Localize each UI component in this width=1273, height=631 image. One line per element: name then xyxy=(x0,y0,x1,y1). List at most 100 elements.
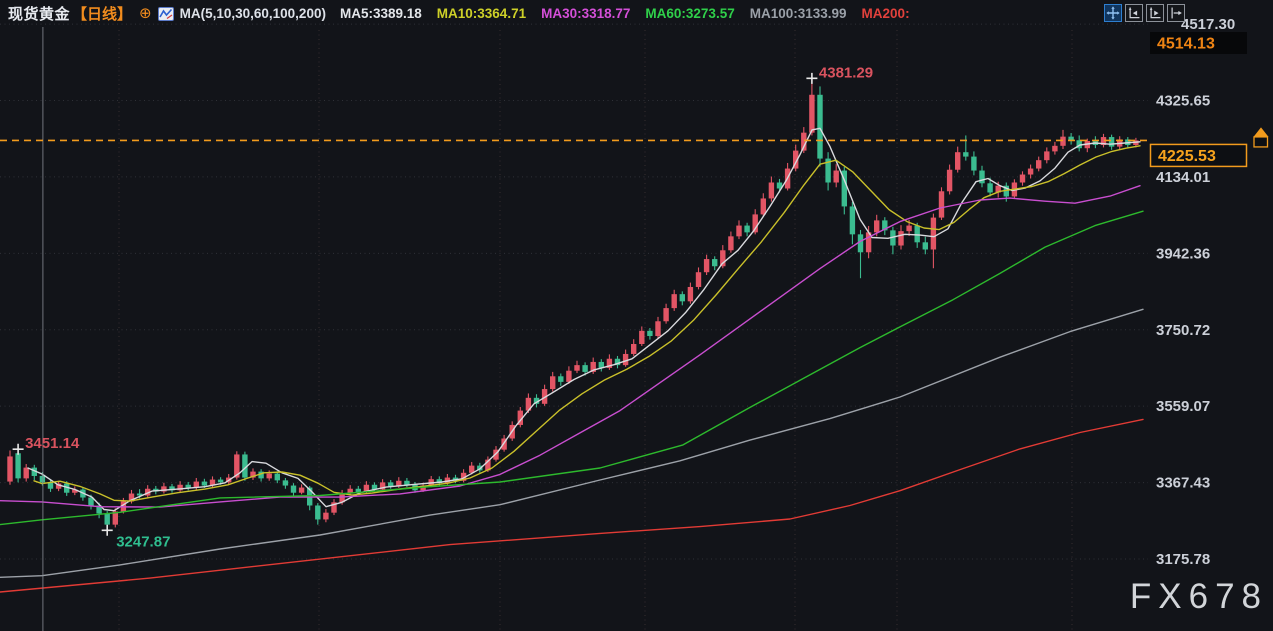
candle-up xyxy=(1100,137,1107,146)
candle-down xyxy=(712,259,718,267)
candle-up xyxy=(128,493,135,502)
timeframe-label: 【日线】 xyxy=(72,6,133,23)
candle-up xyxy=(865,232,872,253)
candle-down xyxy=(258,471,264,479)
candle-up xyxy=(1052,145,1058,152)
candle-up xyxy=(460,472,467,481)
price-axis-label: 3942.36 xyxy=(1156,245,1210,262)
ma-legend-item-ma5: MA5:3389.18 xyxy=(339,6,422,21)
candle-down xyxy=(1076,140,1082,149)
candle-up xyxy=(995,185,1001,193)
candle-down xyxy=(914,225,920,243)
candle-up xyxy=(250,471,256,478)
candle-up xyxy=(760,198,766,215)
candle-up xyxy=(444,477,451,484)
crosshair-move-icon[interactable] xyxy=(1104,4,1122,22)
ma-line-ma5 xyxy=(27,127,1141,512)
candle-up xyxy=(728,236,734,251)
candle-up xyxy=(1027,168,1034,175)
candle-up xyxy=(906,225,912,232)
candle-up xyxy=(752,214,758,233)
candle-up xyxy=(946,169,953,192)
candle-up xyxy=(768,182,775,199)
candle-up xyxy=(606,358,613,368)
chart-style-icon[interactable] xyxy=(157,6,174,21)
go-to-latest-icon[interactable] xyxy=(1167,4,1185,22)
candle-up xyxy=(331,502,337,513)
symbol-name: 现货黄金 xyxy=(8,6,71,23)
candle-down xyxy=(582,365,588,372)
price-alert-flag-icon xyxy=(1253,136,1269,148)
candle-down xyxy=(647,330,653,337)
candle-up xyxy=(695,272,702,287)
watermark: FX678 xyxy=(1129,577,1268,616)
candle-down xyxy=(598,361,604,368)
candle-up xyxy=(874,220,880,233)
candle-down xyxy=(882,220,888,231)
ma-legend-item-ma10: MA10:3364.71 xyxy=(436,6,527,21)
candle-down xyxy=(31,467,37,476)
candle-down xyxy=(217,479,224,483)
candle-up xyxy=(663,308,669,322)
candle-up xyxy=(550,376,556,390)
candle-down xyxy=(185,484,191,488)
candle-up xyxy=(112,511,118,525)
candle-down xyxy=(979,170,985,184)
candle-up xyxy=(234,454,240,478)
candle-up xyxy=(209,479,216,486)
candle-up xyxy=(736,225,742,237)
price-axis-label: 3175.78 xyxy=(1156,551,1210,568)
candle-up xyxy=(1060,136,1066,146)
price-axis-label: 4325.65 xyxy=(1156,93,1210,110)
candle-up xyxy=(938,191,945,218)
candle-up xyxy=(655,321,661,337)
session-high-box xyxy=(1150,32,1247,54)
candle-down xyxy=(290,485,297,493)
candle-down xyxy=(857,234,864,253)
scale-lock-right-icon[interactable] xyxy=(1146,4,1164,22)
candle-up xyxy=(23,467,29,479)
candle-up xyxy=(639,330,645,344)
candle-up xyxy=(298,487,305,493)
candle-up xyxy=(955,152,961,170)
ma-legend-item-ma200: MA200: xyxy=(861,6,910,21)
add-indicator-icon[interactable]: ⊕ xyxy=(139,5,152,22)
candle-down xyxy=(1108,137,1115,147)
ma-legend: MA5:3389.18 MA10:3364.71 MA30:3318.77 MA60:… xyxy=(340,6,925,21)
candle-up xyxy=(193,481,199,488)
candle-down xyxy=(242,454,248,478)
candle-down xyxy=(88,497,94,506)
candle-up xyxy=(671,294,677,309)
swing-high-label: 3451.14 xyxy=(25,435,80,452)
candle-down xyxy=(825,158,831,183)
candle-up xyxy=(145,488,151,496)
ma-line-ma100 xyxy=(0,308,1144,578)
price-axis-label: 4134.01 xyxy=(1156,169,1210,186)
candle-up xyxy=(177,484,183,491)
candle-down xyxy=(849,206,856,235)
candle-down xyxy=(15,453,21,479)
candle-up xyxy=(801,132,807,151)
candle-down xyxy=(47,482,54,489)
candle-down xyxy=(436,479,442,484)
candle-up xyxy=(898,231,904,246)
last-price-value: 4225.53 xyxy=(1158,148,1216,165)
candle-down xyxy=(404,480,410,485)
scale-lock-left-icon[interactable] xyxy=(1125,4,1143,22)
swing-marker-cross xyxy=(12,443,24,455)
chart-header: 现货黄金 【日线】 ⊕ MA(5,10,30,60,100,200) MA5:3… xyxy=(0,0,1273,27)
candle-down xyxy=(614,358,621,366)
candle-up xyxy=(339,493,345,503)
candle-up xyxy=(574,365,580,371)
ma-legend-item-ma100: MA100:3133.99 xyxy=(749,6,847,21)
price-alert-arrow-icon xyxy=(1253,127,1269,137)
ma-legend-item-ma30: MA30:3318.77 xyxy=(541,6,631,21)
candle-up xyxy=(469,465,475,473)
candle-up xyxy=(161,486,167,492)
candle-down xyxy=(890,230,896,246)
candle-down xyxy=(963,152,969,157)
candle-down xyxy=(817,94,823,159)
candle-down xyxy=(841,170,847,207)
ma-line-ma30 xyxy=(0,184,1141,508)
